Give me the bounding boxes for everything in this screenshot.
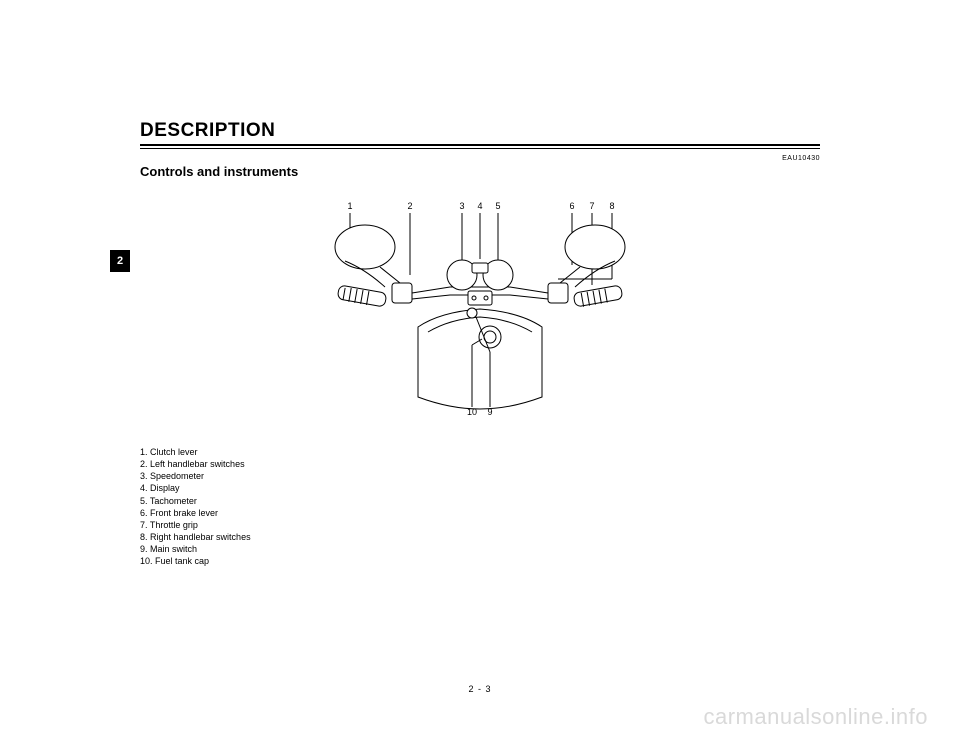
legend-item: 3. Speedometer bbox=[140, 470, 820, 482]
callout-2: 2 bbox=[407, 201, 412, 211]
header-rule-thin bbox=[140, 148, 820, 149]
page-number: 2 - 3 bbox=[0, 684, 960, 694]
legend-text: Clutch lever bbox=[150, 447, 198, 457]
callout-4: 4 bbox=[477, 201, 482, 211]
legend-text: Main switch bbox=[150, 544, 197, 554]
legend-item: 7. Throttle grip bbox=[140, 519, 820, 531]
callout-3: 3 bbox=[459, 201, 464, 211]
callout-1: 1 bbox=[347, 201, 352, 211]
chapter-tab: 2 bbox=[110, 250, 130, 272]
legend-text: Display bbox=[150, 483, 180, 493]
legend-text: Speedometer bbox=[150, 471, 204, 481]
callout-6: 6 bbox=[569, 201, 574, 211]
legend-text: Fuel tank cap bbox=[155, 556, 209, 566]
legend-text: Left handlebar switches bbox=[150, 459, 245, 469]
legend-item: 8. Right handlebar switches bbox=[140, 531, 820, 543]
callout-8: 8 bbox=[609, 201, 614, 211]
doc-code: EAU10430 bbox=[140, 155, 820, 162]
watermark: carmanualsonline.info bbox=[703, 704, 928, 730]
legend-text: Tachometer bbox=[150, 496, 197, 506]
legend-text: Throttle grip bbox=[150, 520, 198, 530]
legend-item: 6. Front brake lever bbox=[140, 507, 820, 519]
callout-9: 9 bbox=[487, 407, 492, 417]
diagram-svg: 1 2 3 4 5 6 7 8 bbox=[310, 197, 650, 417]
legend-list: 1. Clutch lever 2. Left handlebar switch… bbox=[140, 446, 820, 567]
legend-item: 5. Tachometer bbox=[140, 495, 820, 507]
header-rule-thick bbox=[140, 144, 820, 146]
legend-item: 2. Left handlebar switches bbox=[140, 458, 820, 470]
handlebar-diagram: 1 2 3 4 5 6 7 8 bbox=[310, 197, 650, 422]
page-content: DESCRIPTION EAU10430 Controls and instru… bbox=[140, 120, 820, 567]
legend-text: Front brake lever bbox=[150, 508, 218, 518]
legend-item: 1. Clutch lever bbox=[140, 446, 820, 458]
callout-5: 5 bbox=[495, 201, 500, 211]
page-subtitle: Controls and instruments bbox=[140, 164, 820, 179]
section-title: DESCRIPTION bbox=[140, 120, 820, 142]
callout-7: 7 bbox=[589, 201, 594, 211]
callout-10: 10 bbox=[467, 407, 477, 417]
legend-item: 10. Fuel tank cap bbox=[140, 555, 820, 567]
legend-item: 4. Display bbox=[140, 482, 820, 494]
legend-item: 9. Main switch bbox=[140, 543, 820, 555]
legend-text: Right handlebar switches bbox=[150, 532, 251, 542]
